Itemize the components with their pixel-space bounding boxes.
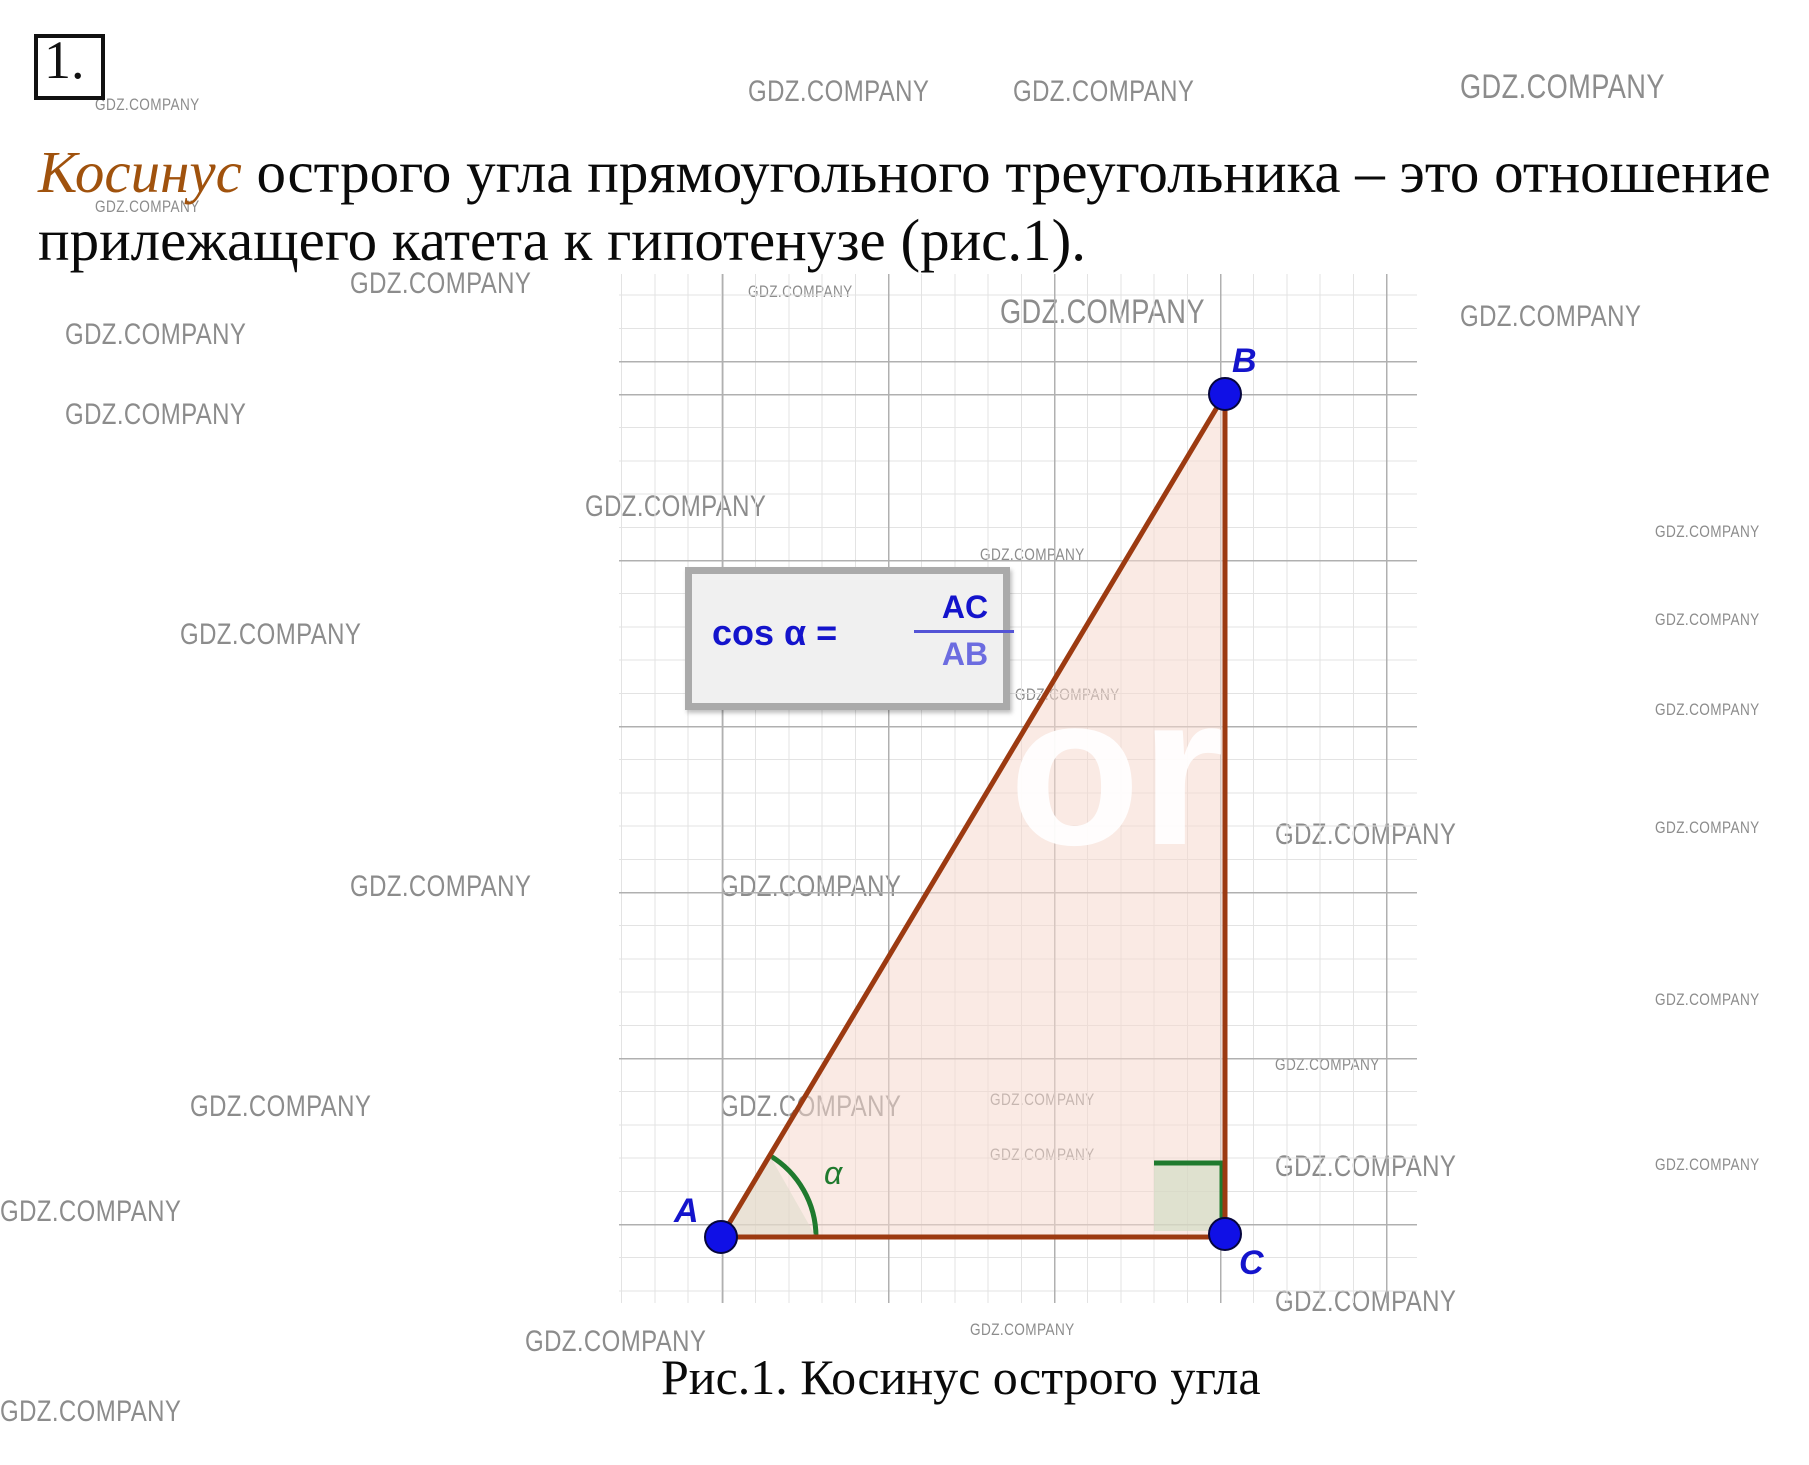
svg-text:α: α — [824, 1155, 843, 1191]
svg-text:A: A — [673, 1192, 699, 1230]
svg-text:C: C — [1239, 1244, 1264, 1282]
svg-text:or: or — [1009, 649, 1224, 890]
svg-text:B: B — [1232, 342, 1257, 380]
